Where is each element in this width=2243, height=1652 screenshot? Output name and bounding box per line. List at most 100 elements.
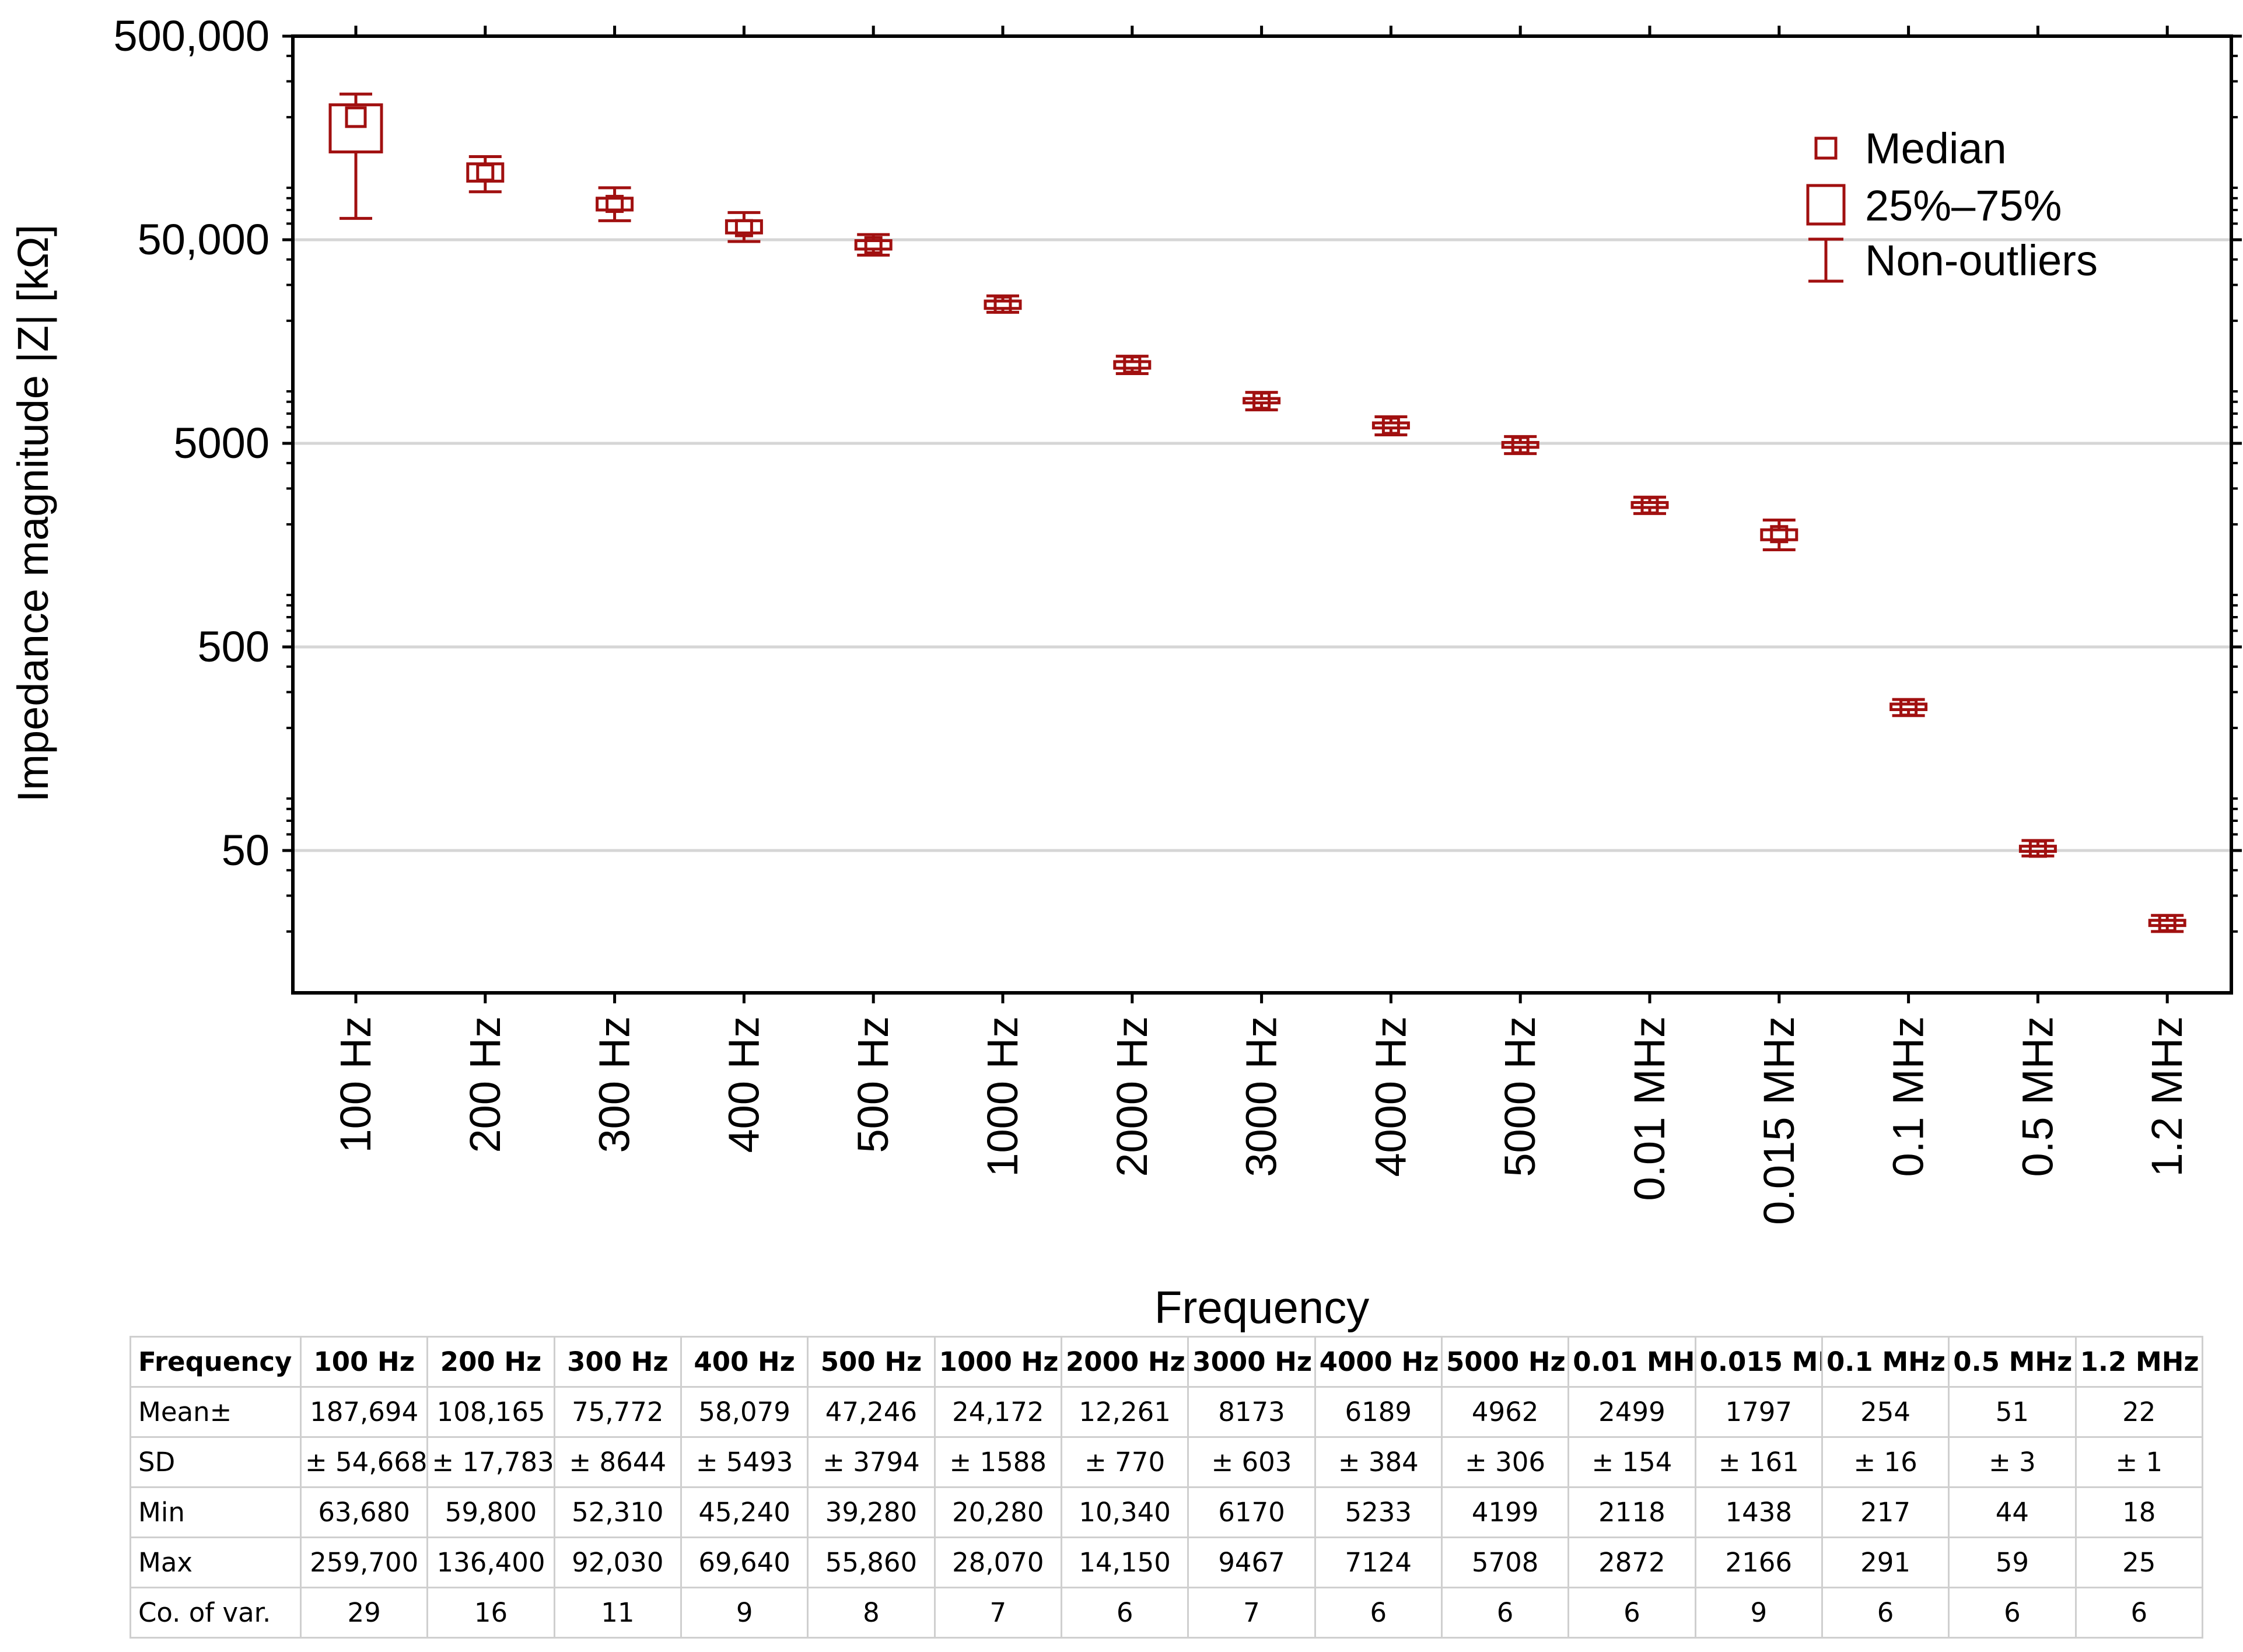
legend-label-median: Median — [1865, 124, 2007, 173]
table-cell: 6 — [1821, 1587, 1950, 1639]
iqr-box — [984, 299, 1022, 310]
table-cell: 5233 — [1314, 1486, 1443, 1538]
table-cell: 39,280 — [807, 1486, 936, 1538]
table-cell: ± 1 — [2074, 1436, 2204, 1488]
x-tick-label: 3000 Hz — [1237, 1016, 1286, 1177]
table-cell: 63,680 — [299, 1486, 429, 1538]
table-cell: 6189 — [1314, 1386, 1443, 1438]
iqr-box — [854, 239, 893, 251]
legend-box-swatch — [1806, 184, 1846, 226]
table-cell: 24,172 — [933, 1386, 1062, 1438]
y-tick-label: 500 — [198, 622, 270, 671]
table-cell: 7124 — [1314, 1536, 1443, 1588]
table-cell: 6 — [1440, 1587, 1570, 1639]
legend-label-box: 25%–75% — [1865, 181, 2062, 230]
table-cell: ± 3 — [1948, 1436, 2077, 1488]
table-cell: ± 16 — [1821, 1436, 1950, 1488]
table-cell: ± 306 — [1440, 1436, 1570, 1488]
x-tick-label: 0.015 MHz — [1755, 1016, 1803, 1225]
table-cell: 25 — [2074, 1536, 2204, 1588]
table-cell: 0.01 MHz — [1567, 1336, 1696, 1388]
table-cell: 1000 Hz — [933, 1336, 1062, 1388]
table-cell: 2872 — [1567, 1536, 1696, 1588]
table-cell: 100 Hz — [299, 1336, 429, 1388]
x-tick-label: 4000 Hz — [1366, 1016, 1415, 1177]
box-series — [328, 92, 2186, 933]
box-0-015-MHz — [1760, 518, 1798, 551]
table-cell: 16 — [426, 1587, 555, 1639]
table-cell: 9 — [1694, 1587, 1823, 1639]
iqr-box — [1501, 440, 1539, 449]
box-plot-chart: 50 500 5000 50,000 500,000 100 Hz 200 Hz 300 H… — [9, 12, 2242, 1333]
box-1-2-MHz — [2148, 914, 2186, 933]
median-marker — [993, 295, 1012, 314]
box-500-Hz — [854, 233, 893, 257]
iqr-box — [1889, 702, 1928, 712]
y-axis: 50 500 5000 50,000 500,000 — [114, 12, 2242, 933]
table-cell: 136,400 — [426, 1536, 555, 1588]
table-cell: 7 — [933, 1587, 1062, 1639]
table-cell: 6 — [1060, 1587, 1189, 1639]
table-row-header: SD — [130, 1436, 302, 1488]
iqr-box — [1243, 397, 1281, 405]
table-cell: 2499 — [1567, 1386, 1696, 1438]
x-tick-label: 1.2 MHz — [2143, 1016, 2191, 1177]
box-5000-Hz — [1501, 435, 1539, 456]
table-cell: ± 5493 — [680, 1436, 809, 1488]
table-cell: 51 — [1948, 1386, 2077, 1438]
table-cell: 14,150 — [1060, 1536, 1189, 1588]
median-marker — [1899, 698, 1918, 717]
table-cell: 0.5 MHz — [1948, 1336, 2077, 1388]
table-cell: 4962 — [1440, 1386, 1570, 1438]
table-cell: 18 — [2074, 1486, 2204, 1538]
table-cell: 12,261 — [1060, 1386, 1189, 1438]
table-cell: 59 — [1948, 1536, 2077, 1588]
table-cell: 8173 — [1187, 1386, 1316, 1438]
table-cell: 92,030 — [553, 1536, 682, 1588]
box-1000-Hz — [984, 294, 1022, 314]
table-row: Min 63,680 59,800 52,310 45,240 39,280 20,280 1… — [130, 1486, 2204, 1538]
table-cell: 2000 Hz — [1060, 1336, 1189, 1388]
table-cell: 1438 — [1694, 1486, 1823, 1538]
table-cell: 9467 — [1187, 1536, 1316, 1588]
legend-median-swatch — [1814, 136, 1838, 160]
box-0-5-MHz — [2018, 839, 2057, 858]
table-cell: ± 770 — [1060, 1436, 1189, 1488]
table-cell: 55,860 — [807, 1536, 936, 1588]
table-cell: 2118 — [1567, 1486, 1696, 1538]
table-cell: 45,240 — [680, 1486, 809, 1538]
legend-label-whisker: Non-outliers — [1865, 236, 2098, 285]
table-cell: 7 — [1187, 1587, 1316, 1639]
table-cell: 59,800 — [426, 1486, 555, 1538]
iqr-box — [1630, 501, 1669, 509]
table-cell: 500 Hz — [807, 1336, 936, 1388]
table-cell: 52,310 — [553, 1486, 682, 1538]
table-cell: ± 3794 — [807, 1436, 936, 1488]
table-cell: 8 — [807, 1587, 936, 1639]
table-cell: 0.1 MHz — [1821, 1336, 1950, 1388]
box-2000-Hz — [1113, 355, 1152, 375]
x-tick-label: 0.5 MHz — [2013, 1016, 2062, 1177]
table-cell: 69,640 — [680, 1536, 809, 1588]
iqr-box — [1113, 360, 1152, 370]
median-marker — [734, 219, 753, 237]
table-cell: 259,700 — [299, 1536, 429, 1588]
table-cell: ± 603 — [1187, 1436, 1316, 1488]
table-cell: 10,340 — [1060, 1486, 1189, 1538]
table-cell: ± 17,783 — [426, 1436, 555, 1488]
iqr-box — [2018, 845, 2057, 853]
table-cell: 187,694 — [299, 1386, 429, 1438]
table-row-header: Mean± — [130, 1386, 302, 1438]
table-cell: ± 384 — [1314, 1436, 1443, 1488]
table-cell: 108,165 — [426, 1386, 555, 1438]
legend-whisker-swatch — [1808, 237, 1843, 283]
table-cell: 5708 — [1440, 1536, 1570, 1588]
box-0-01-MHz — [1630, 495, 1669, 515]
x-tick-label: 1000 Hz — [978, 1016, 1027, 1177]
median-marker — [1511, 436, 1530, 454]
table-cell: ± 1588 — [933, 1436, 1062, 1488]
table-cell: ± 161 — [1694, 1436, 1823, 1488]
table-cell: 400 Hz — [680, 1336, 809, 1388]
table-row: Max 259,700 136,400 92,030 69,640 55,860 28,07… — [130, 1536, 2204, 1588]
iqr-box — [725, 219, 763, 235]
